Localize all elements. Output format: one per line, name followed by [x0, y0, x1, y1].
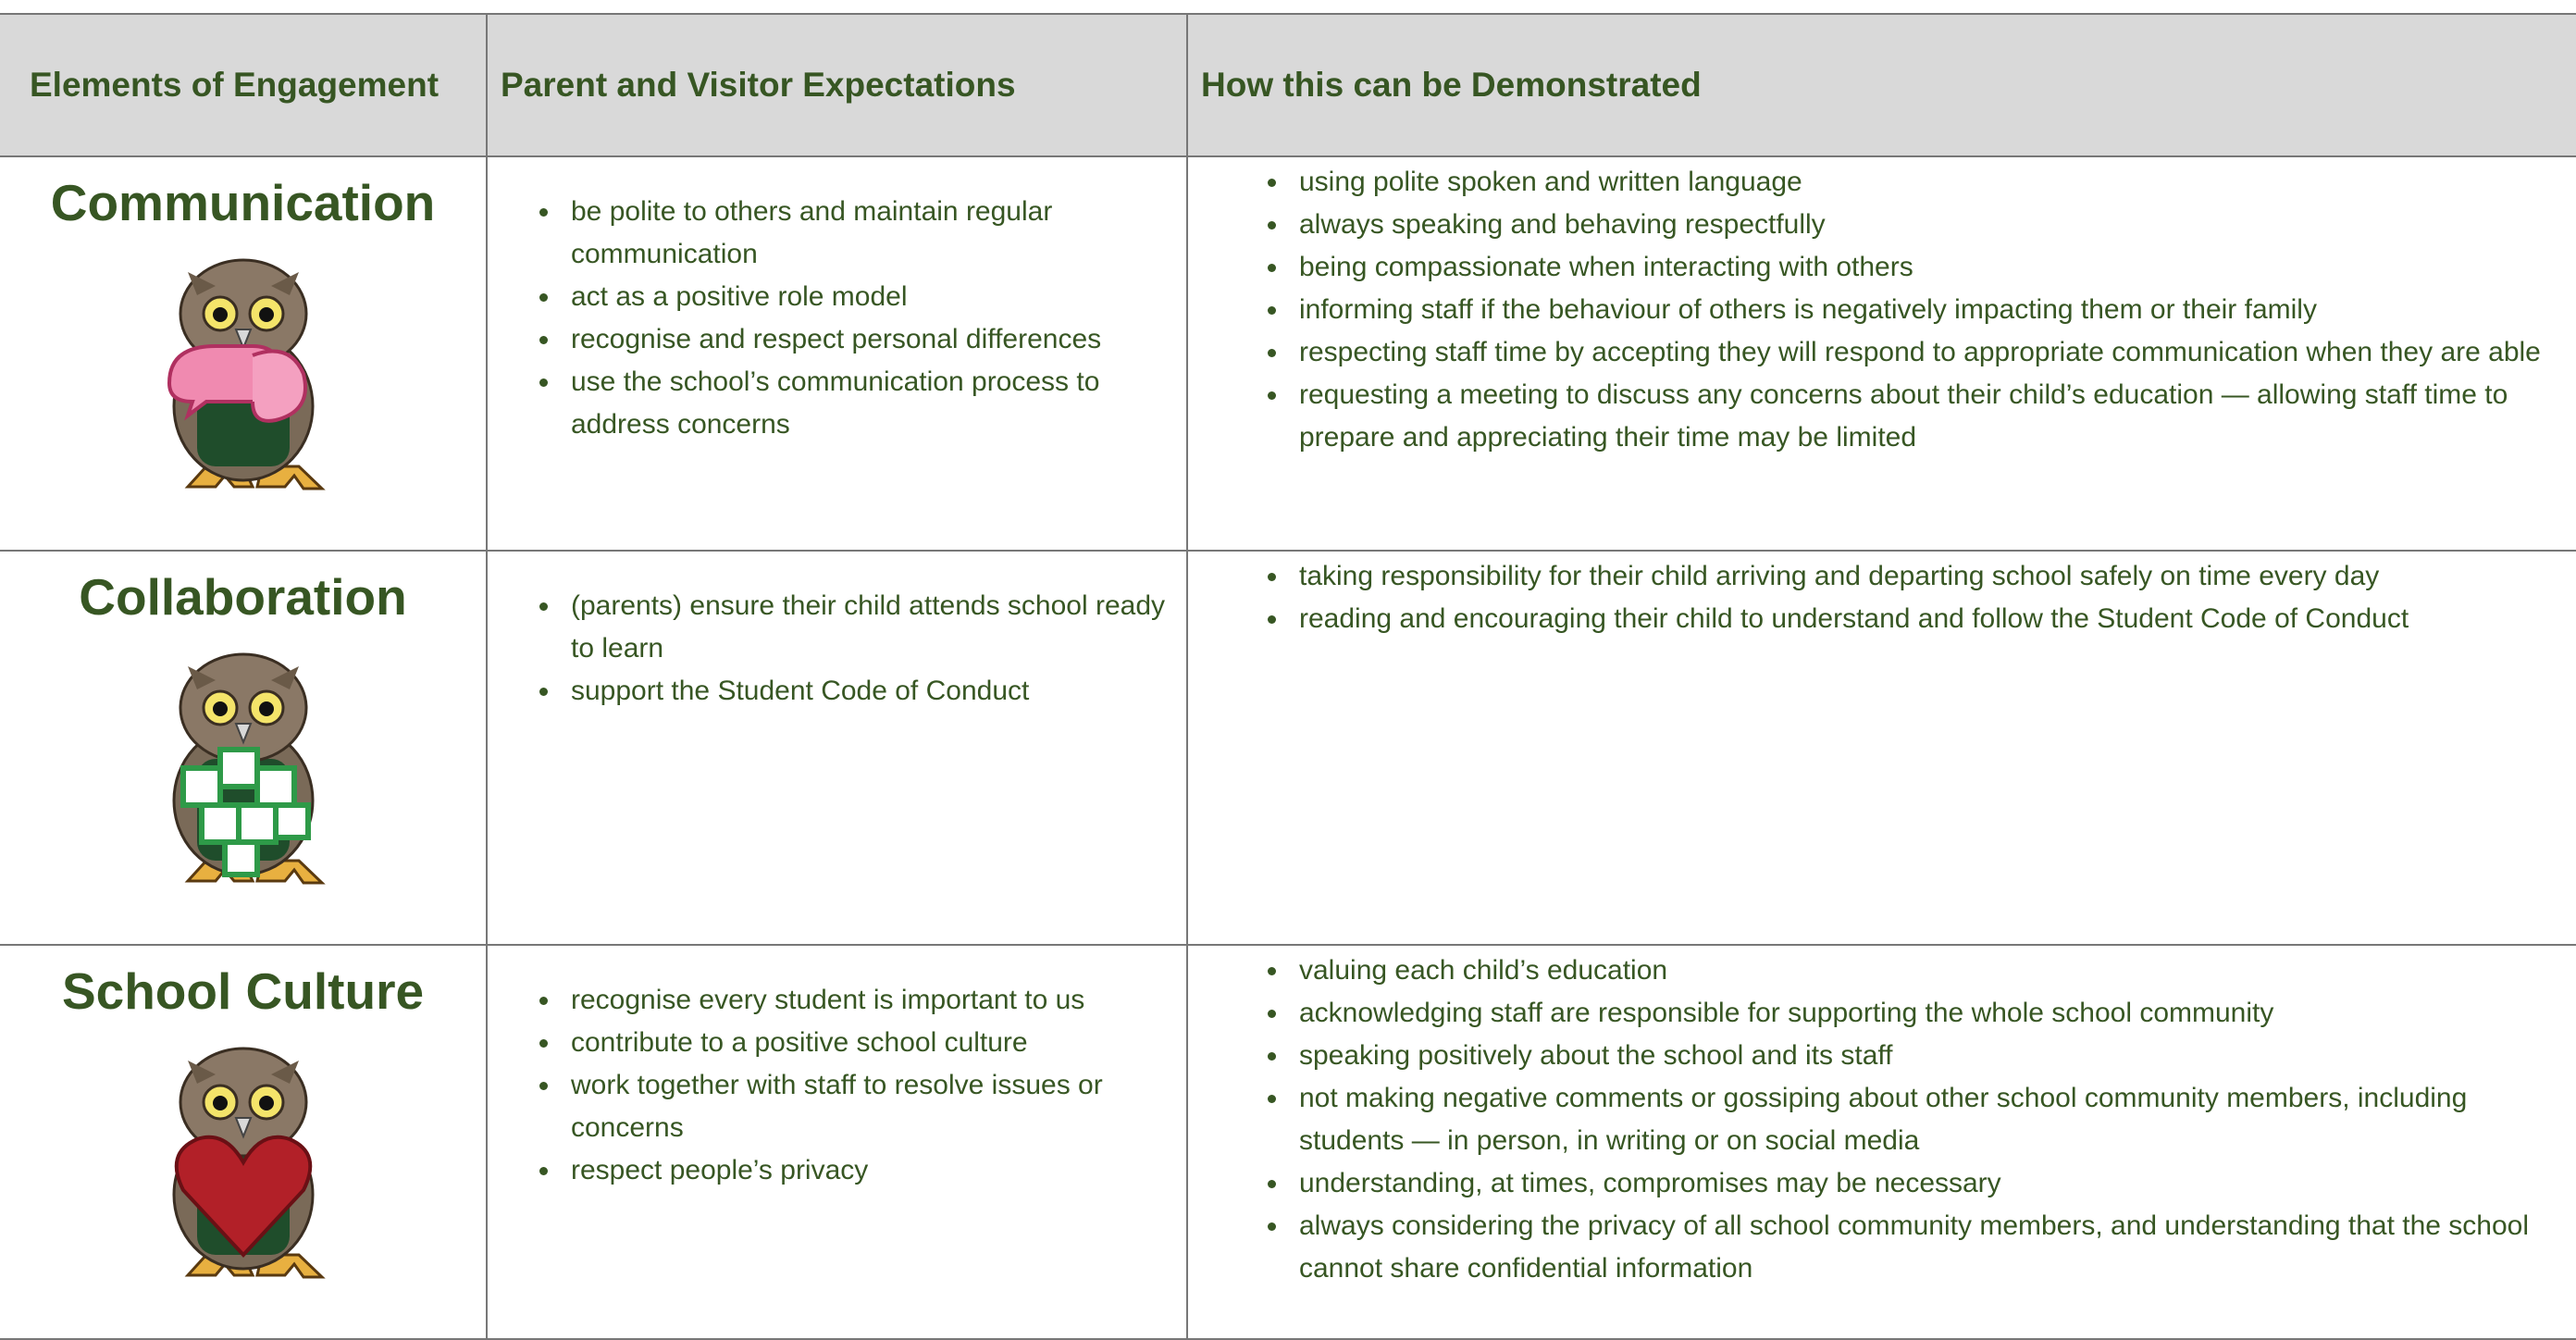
- bullet-list: valuing each child’s educationacknowledg…: [1188, 946, 2576, 1290]
- element-title: School Culture: [61, 962, 425, 1020]
- element-title: Communication: [50, 174, 436, 231]
- bullet-item: always considering the privacy of all sc…: [1290, 1205, 2569, 1290]
- bullet-item: always speaking and behaving respectfull…: [1290, 204, 2569, 246]
- element-cell: Communication: [0, 157, 488, 550]
- bullet-list: (parents) ensure their child attends sch…: [488, 552, 1186, 713]
- expectations-cell: (parents) ensure their child attends sch…: [488, 552, 1188, 944]
- bullet-item: recognise and respect personal differenc…: [562, 318, 1186, 361]
- owl-illustration: [172, 652, 326, 885]
- table-row: School Culture recognise every student i…: [0, 946, 2576, 1340]
- expectations-cell: recognise every student is important to …: [488, 946, 1188, 1338]
- bullet-item: taking responsibility for their child ar…: [1290, 555, 2569, 598]
- bullet-item: using polite spoken and written language: [1290, 161, 2569, 204]
- header-row: Elements of Engagement Parent and Visito…: [0, 15, 2576, 157]
- bullet-list: be polite to others and maintain regular…: [488, 157, 1186, 446]
- bullet-item: contribute to a positive school culture: [562, 1022, 1186, 1064]
- bullet-item: valuing each child’s education: [1290, 949, 2569, 992]
- bullet-item: work together with staff to resolve issu…: [562, 1064, 1186, 1149]
- bullet-item: understanding, at times, compromises may…: [1290, 1162, 2569, 1205]
- bullet-item: use the school’s communication process t…: [562, 361, 1186, 446]
- bullet-list: using polite spoken and written language…: [1188, 157, 2576, 459]
- element-title: Collaboration: [79, 568, 407, 626]
- bullet-item: being compassionate when interacting wit…: [1290, 246, 2569, 289]
- table-row: Collaboration (parents) ensure their chi…: [0, 552, 2576, 946]
- header-cell: Elements of Engagement: [0, 15, 488, 155]
- demonstrated-cell: taking responsibility for their child ar…: [1188, 552, 2576, 944]
- bullet-list: taking responsibility for their child ar…: [1188, 552, 2576, 640]
- bullet-item: respecting staff time by accepting they …: [1290, 331, 2569, 374]
- bullet-item: support the Student Code of Conduct: [562, 670, 1186, 713]
- header-cell: How this can be Demonstrated: [1201, 66, 1702, 104]
- table: Elements of Engagement Parent and Visito…: [0, 13, 2576, 1340]
- element-cell: Collaboration: [0, 552, 488, 944]
- expectations-cell: be polite to others and maintain regular…: [488, 157, 1188, 550]
- bullet-item: informing staff if the behaviour of othe…: [1290, 289, 2569, 331]
- demonstrated-cell: using polite spoken and written language…: [1188, 157, 2576, 550]
- table-row: Communication be polite to others and ma…: [0, 157, 2576, 552]
- bullet-item: recognise every student is important to …: [562, 979, 1186, 1022]
- bullet-item: act as a positive role model: [562, 276, 1186, 318]
- bullet-item: (parents) ensure their child attends sch…: [562, 585, 1186, 670]
- bullet-item: acknowledging staff are responsible for …: [1290, 992, 2569, 1035]
- bullet-item: reading and encouraging their child to u…: [1290, 598, 2569, 640]
- demonstrated-cell: valuing each child’s educationacknowledg…: [1188, 946, 2576, 1338]
- bullet-item: be polite to others and maintain regular…: [562, 191, 1186, 276]
- header-cell: Parent and Visitor Expectations: [488, 15, 1188, 155]
- bullet-item: speaking positively about the school and…: [1290, 1035, 2569, 1077]
- element-cell: School Culture: [0, 946, 488, 1338]
- bullet-item: not making negative comments or gossipin…: [1290, 1077, 2569, 1162]
- owl-illustration: [172, 1047, 326, 1279]
- bullet-item: requesting a meeting to discuss any conc…: [1290, 374, 2569, 459]
- bullet-item: respect people’s privacy: [562, 1149, 1186, 1192]
- owl-illustration: [167, 258, 326, 490]
- bullet-list: recognise every student is important to …: [488, 946, 1186, 1192]
